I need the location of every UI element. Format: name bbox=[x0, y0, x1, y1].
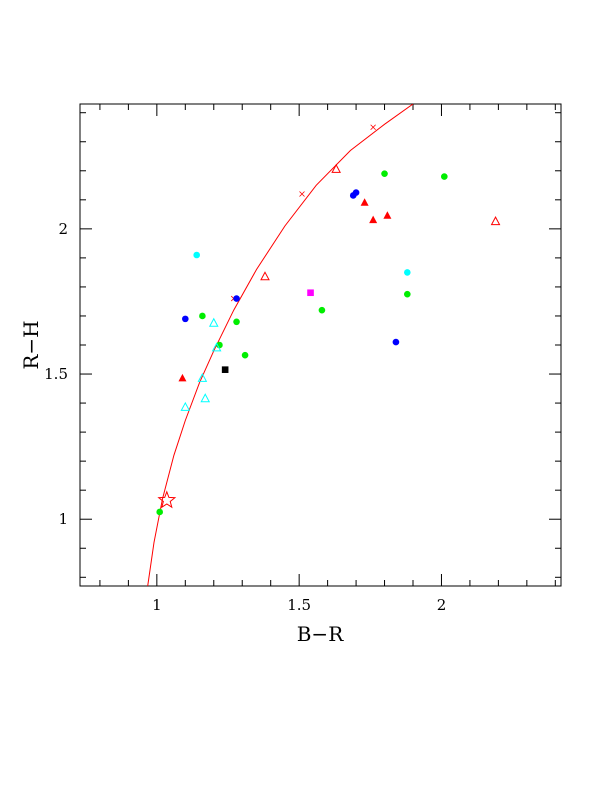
data-point-filled-circle bbox=[182, 315, 189, 323]
data-point-filled-circle bbox=[404, 269, 411, 276]
data-point-open-triangle bbox=[490, 216, 501, 226]
data-point-filled-circle bbox=[404, 290, 411, 298]
data-point-open-triangle bbox=[331, 163, 341, 173]
data-point-filled-circle bbox=[241, 351, 249, 359]
data-point-filled-circle bbox=[392, 338, 400, 346]
plot-frame bbox=[79, 103, 562, 587]
y-tick-label: 1 bbox=[58, 510, 68, 528]
data-point-filled-circle bbox=[233, 318, 240, 326]
data-point-filled-circle bbox=[156, 508, 163, 516]
data-point-open-triangle bbox=[180, 401, 191, 411]
data-point-filled-circle bbox=[193, 251, 200, 259]
data-point-filled-triangle bbox=[383, 211, 392, 219]
data-point-filled-circle bbox=[199, 312, 206, 320]
data-point-filled-triangle bbox=[178, 373, 187, 382]
data-point-filled-circle bbox=[381, 170, 388, 177]
y-tick-label: 1.5 bbox=[44, 365, 68, 383]
data-point-filled-triangle bbox=[360, 198, 369, 206]
axis-ticks bbox=[80, 104, 561, 586]
model-curve bbox=[147, 104, 414, 586]
curve-cross-mark bbox=[299, 191, 305, 197]
data-point-open-triangle bbox=[208, 317, 219, 327]
x-tick-label: 2 bbox=[437, 596, 447, 614]
x-tick-label: 1.5 bbox=[287, 596, 311, 614]
data-point-filled-square bbox=[307, 289, 314, 297]
data-point-filled-circle bbox=[352, 189, 360, 196]
y-tick-label: 2 bbox=[58, 220, 68, 238]
data-points bbox=[156, 163, 501, 516]
data-point-open-triangle bbox=[211, 342, 222, 352]
data-point-filled-circle bbox=[318, 306, 326, 314]
data-point-filled-triangle bbox=[369, 215, 378, 224]
tick-labels: 1 1.5 2 1 1.5 2 bbox=[44, 220, 446, 614]
data-point-open-triangle bbox=[200, 393, 211, 403]
y-axis-title: R−H bbox=[19, 320, 43, 369]
data-point-open-triangle bbox=[197, 372, 208, 382]
data-point-filled-circle bbox=[441, 173, 448, 180]
model-curve-line bbox=[147, 104, 414, 586]
data-point-open-triangle bbox=[260, 271, 270, 281]
data-point-filled-circle bbox=[233, 295, 240, 302]
curve-cross-mark bbox=[370, 124, 376, 131]
data-point-open-star bbox=[157, 490, 177, 509]
x-tick-label: 1 bbox=[152, 596, 162, 614]
x-axis-title: B−R bbox=[297, 622, 344, 646]
data-point-filled-square bbox=[221, 366, 229, 373]
